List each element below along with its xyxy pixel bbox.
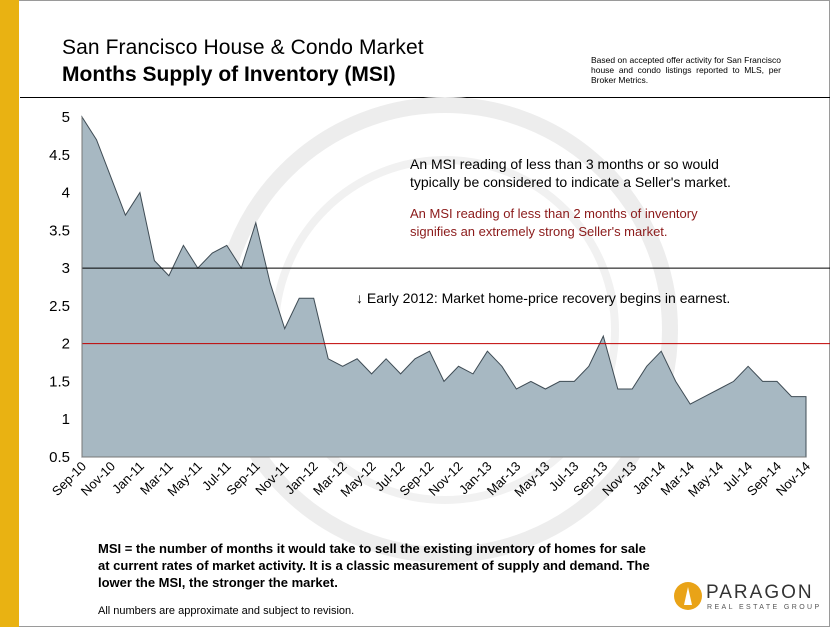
logo-tagline: REAL ESTATE GROUP	[707, 604, 822, 611]
seller-market-line-1: An MSI reading of less than 3 months or …	[410, 156, 719, 172]
chart-title: San Francisco House & Condo Market	[62, 36, 424, 59]
y-tick-label: 1	[62, 411, 70, 428]
y-tick-label: 3.5	[49, 222, 70, 239]
disclaimer: All numbers are approximate and subject …	[98, 605, 355, 617]
x-axis: Sep-10Nov-10Jan-11Mar-11May-11Jul-11Sep-…	[49, 456, 813, 500]
early-2012-annotation: ↓ Early 2012: Market home-price recovery…	[356, 290, 731, 306]
y-tick-label: 2.5	[49, 298, 70, 315]
msi-definition: MSI = the number of months it would take…	[98, 541, 650, 590]
y-tick-label: 5	[62, 109, 70, 126]
logo-name: PARAGON	[706, 582, 814, 603]
y-tick-label: 2	[62, 336, 70, 353]
source-note: Based on accepted offer activity for San…	[591, 55, 781, 85]
y-tick-label: 3	[62, 260, 70, 277]
accent-bar	[0, 0, 19, 627]
paragon-mark-icon	[674, 582, 702, 610]
seller-market-line-2: typically be considered to indicate a Se…	[410, 174, 731, 190]
msi-area	[81, 115, 807, 458]
chart-subtitle: Months Supply of Inventory (MSI)	[62, 63, 396, 86]
y-tick-label: 4.5	[49, 147, 70, 164]
y-tick-label: 0.5	[49, 449, 70, 466]
paragon-logo: PARAGON REAL ESTATE GROUP	[674, 576, 824, 616]
strong-seller-annotation: An MSI reading of less than 2 months of …	[410, 205, 698, 241]
y-tick-label: 4	[62, 185, 70, 202]
header-divider	[20, 97, 830, 98]
y-tick-label: 1.5	[49, 373, 70, 390]
strong-seller-line-2: signifies an extremely strong Seller's m…	[410, 224, 668, 239]
seller-market-annotation: An MSI reading of less than 3 months or …	[410, 155, 731, 191]
strong-seller-line-1: An MSI reading of less than 2 months of …	[410, 206, 698, 221]
y-axis: 0.5 1 1.5 2 2.5 3 3.5 4 4.5 5	[49, 109, 83, 466]
